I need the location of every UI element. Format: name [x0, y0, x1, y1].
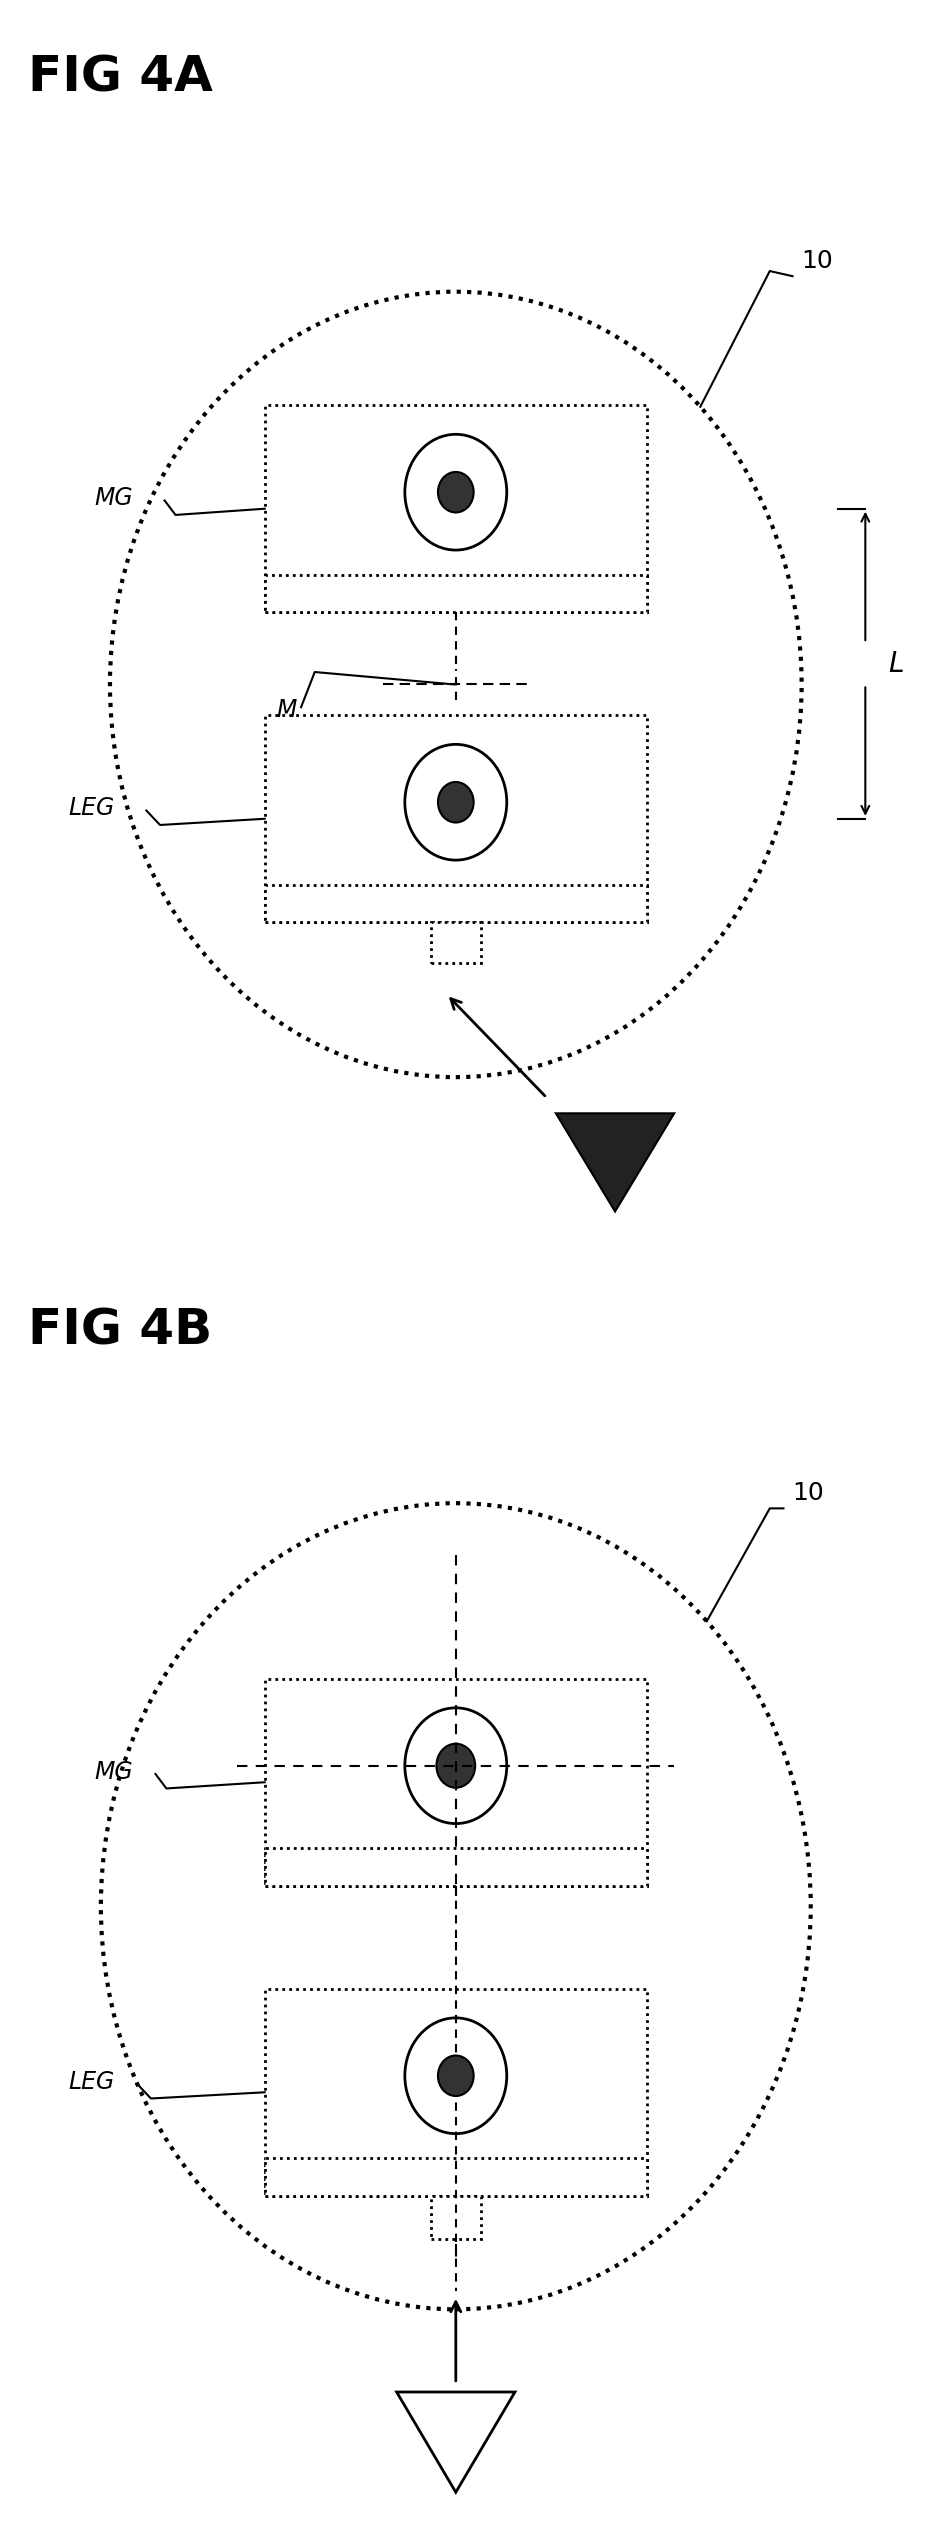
- Text: 10: 10: [793, 1481, 824, 1506]
- Text: LEG: LEG: [68, 2070, 115, 2093]
- Text: 10: 10: [802, 248, 833, 273]
- Text: FIG 4B: FIG 4B: [28, 1306, 212, 1354]
- Circle shape: [438, 471, 474, 511]
- Circle shape: [438, 2055, 474, 2096]
- Text: LEG: LEG: [68, 797, 115, 820]
- Text: MG: MG: [94, 1759, 133, 1784]
- Bar: [264, 405, 647, 613]
- Text: MG: MG: [94, 486, 133, 511]
- Circle shape: [438, 782, 474, 823]
- Circle shape: [405, 1708, 507, 1825]
- Text: FIG 4A: FIG 4A: [28, 53, 213, 101]
- Bar: [264, 1989, 647, 2194]
- Text: L: L: [888, 650, 903, 678]
- Circle shape: [100, 1503, 811, 2308]
- Circle shape: [405, 435, 507, 549]
- Bar: [430, 2194, 481, 2240]
- Circle shape: [405, 744, 507, 861]
- Bar: [264, 575, 647, 613]
- Bar: [264, 886, 647, 921]
- Bar: [264, 1848, 647, 1886]
- Polygon shape: [396, 2392, 515, 2493]
- Bar: [430, 921, 481, 964]
- Circle shape: [110, 291, 802, 1078]
- Text: M: M: [276, 699, 297, 721]
- Bar: [264, 2159, 647, 2194]
- Circle shape: [436, 1744, 475, 1787]
- Polygon shape: [556, 1114, 674, 1212]
- Bar: [264, 1678, 647, 1886]
- Bar: [264, 716, 647, 921]
- Circle shape: [405, 2017, 507, 2134]
